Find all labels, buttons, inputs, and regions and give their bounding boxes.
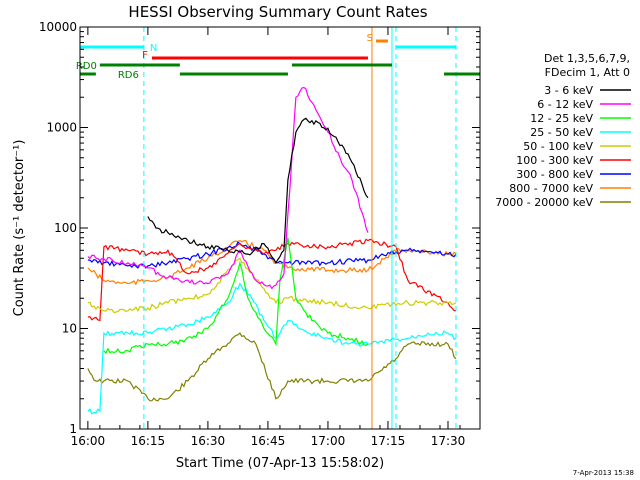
series-300-800-kev (87, 241, 457, 269)
legend-label-800-7000-kev: 800 - 7000 keV (509, 182, 593, 195)
flag-n-label: N (150, 43, 157, 54)
series-12-25-kev (103, 237, 369, 355)
legend-label-100-300-kev: 100 - 300 keV (516, 154, 593, 167)
legend-label-50-100-kev: 50 - 100 keV (523, 140, 593, 153)
annotation-layer: NF S RD0 RD6 (76, 27, 480, 429)
legend-header-line-2: FDecim 1, Att 0 (545, 66, 630, 79)
y-tick-label-0: 1 (69, 422, 77, 436)
flag-rd6-label: RD6 (118, 70, 139, 81)
x-tick-label-6: 17:30 (431, 434, 466, 448)
x-tick-label-3: 16:45 (251, 434, 286, 448)
series-layer (87, 86, 457, 415)
legend-label-25-50-kev: 25 - 50 keV (530, 126, 593, 139)
y-tick-label-4: 10000 (39, 20, 77, 34)
flag-s-label: S (367, 33, 373, 44)
chart-title: HESSI Observing Summary Count Rates (128, 3, 427, 21)
legend-header-line-1: Det 1,3,5,6,7,9, (544, 52, 630, 65)
y-axis-label: Count Rate (s⁻¹ detector⁻¹) (12, 140, 27, 317)
legend: Det 1,3,5,6,7,9, FDecim 1, Att 0 3 - 6 k… (495, 52, 631, 209)
x-tick-label-0: 16:00 (71, 434, 106, 448)
legend-label-300-800-kev: 300 - 800 keV (516, 168, 593, 181)
x-tick-label-2: 16:30 (191, 434, 226, 448)
series-3-6-kev (147, 117, 369, 265)
y-tick-label-2: 100 (54, 221, 77, 235)
x-tick-label-1: 16:15 (131, 434, 166, 448)
axis-layer: 16:00 16:15 16:30 16:45 17:00 17:15 17:30 1 10 10… (39, 20, 480, 448)
legend-label-12-25-kev: 12 - 25 keV (530, 112, 593, 125)
legend-label-7000-20000-kev: 7000 - 20000 keV (495, 196, 593, 209)
flag-f-label: F (142, 50, 148, 61)
flag-rd0-label: RD0 (76, 61, 97, 72)
x-axis-label: Start Time (07-Apr-13 15:58:02) (176, 456, 384, 471)
timestamp: 7-Apr-2013 15:38 (573, 469, 634, 477)
series-100-300-kev (87, 238, 457, 322)
legend-label-3-6-kev: 3 - 6 keV (544, 84, 593, 97)
series-25-50-kev (87, 282, 457, 415)
y-tick-label-3: 1000 (46, 121, 77, 135)
y-tick-label-1: 10 (62, 322, 77, 336)
x-tick-label-5: 17:15 (371, 434, 406, 448)
series-6-12-kev (87, 86, 369, 290)
x-tick-label-4: 17:00 (311, 434, 346, 448)
legend-label-6-12-kev: 6 - 12 keV (537, 98, 593, 111)
series-7000-20000-kev (87, 332, 457, 402)
series-50-100-kev (87, 257, 457, 314)
